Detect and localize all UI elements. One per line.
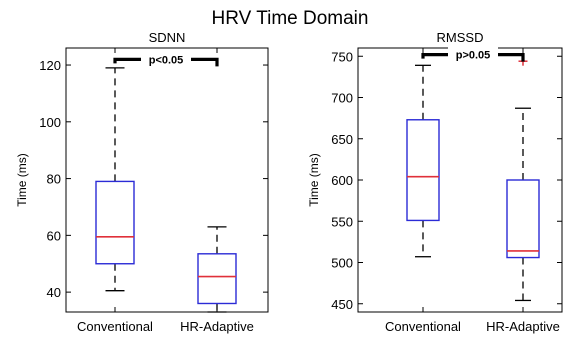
y-tick-label: 750	[331, 49, 353, 64]
significance-label: p<0.05	[149, 54, 184, 66]
y-tick-label: 550	[331, 214, 353, 229]
y-tick-label: 120	[39, 58, 61, 73]
y-tick-label: 450	[331, 297, 353, 312]
x-category-label: HR-Adaptive	[180, 319, 254, 334]
sdnn-panel: SDNN 40 60 80 100 120 Conventional HR-Adaptive T…	[15, 30, 269, 334]
box-iqr	[506, 179, 540, 259]
box-iqr	[197, 253, 237, 305]
plot-frame	[65, 47, 269, 313]
rmssd-panel: RMSSD 450 500 550 600 650 700 750 Conventional HR…	[307, 30, 563, 334]
x-category-label: HR-Adaptive	[486, 319, 560, 334]
y-tick-label: 650	[331, 132, 353, 147]
x-category-label: Conventional	[385, 319, 461, 334]
x-category-label: Conventional	[77, 319, 153, 334]
significance-label: p>0.05	[456, 50, 491, 62]
y-tick-label: 700	[331, 91, 353, 106]
y-tick-label: 40	[47, 285, 61, 300]
y-tick-label: 600	[331, 173, 353, 188]
significance-label-bg	[448, 46, 498, 62]
y-tick-label: 100	[39, 115, 61, 130]
box-iqr	[406, 119, 440, 222]
panel-title: SDNN	[149, 30, 186, 45]
box-iqr	[95, 180, 135, 265]
y-tick-label: 60	[47, 228, 61, 243]
significance-label-bg	[141, 51, 191, 67]
figure-title: HRV Time Domain	[212, 8, 369, 29]
panel-title: RMSSD	[437, 30, 484, 45]
y-axis-label: Time (ms)	[307, 153, 321, 207]
y-tick-label: 500	[331, 256, 353, 271]
y-axis-label: Time (ms)	[15, 153, 29, 207]
y-tick-label: 80	[47, 172, 61, 187]
